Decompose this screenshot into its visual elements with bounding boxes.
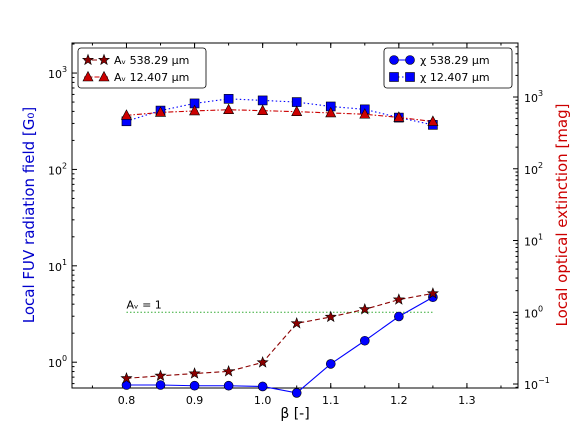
- data-point: [223, 380, 234, 391]
- legend-marker: [82, 70, 94, 82]
- data-point: [291, 97, 302, 107]
- right-tick-base: 10: [524, 164, 538, 177]
- x-axis-label: β [-]: [280, 406, 309, 422]
- left-tick-base: 10: [48, 68, 62, 81]
- data-point: [325, 359, 336, 369]
- right-tick-base: 10: [524, 307, 538, 320]
- data-point: [155, 106, 167, 117]
- data-point: [427, 115, 439, 126]
- x-tick-label: 0.9: [186, 394, 204, 407]
- legend-marker: [97, 53, 111, 66]
- plot-frame: [71, 42, 519, 389]
- data-point: [154, 369, 167, 381]
- right-tick-exp: 2: [538, 161, 543, 170]
- right-tick-exp: 3: [538, 89, 543, 98]
- legend-marker: [405, 72, 415, 82]
- series-line: [126, 109, 433, 123]
- data-point: [223, 103, 235, 115]
- legend-label: χ 538.29 μm: [420, 54, 490, 67]
- right-tick-label: 10 0: [524, 304, 543, 320]
- x-tick-label: 1.2: [390, 394, 408, 407]
- legend-label: Aᵥ 12.407 μm: [114, 71, 189, 84]
- data-point: [290, 317, 303, 329]
- data-point: [189, 380, 200, 391]
- data-point: [358, 302, 371, 315]
- data-point: [359, 108, 371, 119]
- data-point: [426, 287, 439, 299]
- series-3: [120, 103, 439, 126]
- data-point: [359, 335, 370, 346]
- data-point: [155, 380, 166, 390]
- data-point: [324, 310, 337, 323]
- legend-marker: [98, 70, 110, 82]
- left-tick-exp: 2: [62, 161, 67, 170]
- data-point: [120, 109, 132, 120]
- data-point: [392, 293, 405, 305]
- right-tick-exp: −1: [538, 376, 550, 385]
- right-tick-base: 10: [524, 92, 538, 105]
- right-axis-label: Local optical extinction [mag]: [553, 104, 571, 327]
- tick-layer: 0.8 0.9 1.0 1.1 1.2 1.310 010 110 210 310 −110 010 1…: [48, 43, 550, 407]
- series-0: [121, 292, 438, 398]
- data-point: [257, 95, 268, 106]
- legend-label: χ 12.407 μm: [420, 71, 490, 84]
- left-tick-exp: 3: [62, 65, 67, 74]
- left-tick-label: 10 3: [48, 65, 67, 81]
- legend-box: [77, 47, 207, 89]
- legend-layer: Aᵥ 538.29 μm Aᵥ 12.407 μm χ 538.29 μm χ 12.…: [77, 47, 513, 89]
- left-tick-base: 10: [48, 261, 62, 274]
- x-tick-label: 1.3: [458, 394, 476, 407]
- right-tick-label: 10 −1: [524, 376, 550, 392]
- data-point: [256, 356, 269, 368]
- left-tick-label: 10 2: [48, 161, 67, 177]
- annotation-layer: Aᵥ = 1: [126, 298, 433, 313]
- legend-marker: [389, 72, 399, 82]
- data-point: [189, 104, 201, 116]
- left-tick-base: 10: [48, 164, 62, 177]
- series-line: [126, 296, 434, 394]
- right-tick-label: 10 1: [524, 233, 543, 249]
- data-point: [223, 94, 234, 104]
- series-layer: [120, 94, 439, 398]
- series-line: [126, 98, 434, 126]
- data-point: [257, 104, 269, 115]
- legend-box: [383, 47, 513, 89]
- legend-label: Aᵥ 538.29 μm: [114, 54, 189, 67]
- left-axis-label: Local FUV radiation field [G₀]: [20, 107, 38, 324]
- legend-marker: [81, 53, 95, 66]
- right-tick-base: 10: [524, 379, 538, 392]
- x-tick-label: 1.1: [322, 394, 340, 407]
- data-point: [325, 106, 337, 118]
- legend-upper-left: Aᵥ 538.29 μm Aᵥ 12.407 μm: [77, 47, 207, 89]
- legend-upper-right: χ 538.29 μm χ 12.407 μm: [383, 47, 513, 89]
- left-tick-label: 10 1: [48, 258, 67, 274]
- data-point: [291, 388, 302, 398]
- x-tick-label: 1.0: [254, 394, 272, 407]
- data-point: [188, 367, 201, 379]
- series-line: [126, 292, 433, 379]
- series-2: [120, 287, 439, 384]
- left-tick-label: 10 0: [48, 354, 67, 370]
- data-point: [393, 111, 405, 122]
- data-point: [120, 371, 133, 384]
- av-equals-one-label: Aᵥ = 1: [126, 298, 161, 311]
- right-tick-exp: 1: [538, 233, 543, 242]
- data-point: [291, 105, 303, 116]
- legend-marker: [405, 55, 415, 65]
- data-point: [222, 365, 235, 377]
- right-tick-exp: 0: [538, 304, 543, 313]
- data-point: [257, 381, 268, 392]
- data-point: [394, 311, 404, 322]
- left-tick-exp: 0: [62, 354, 67, 363]
- legend-marker: [389, 55, 399, 65]
- right-tick-label: 10 3: [524, 89, 543, 105]
- right-tick-base: 10: [524, 236, 538, 249]
- x-tick-label: 0.8: [118, 394, 136, 407]
- right-tick-label: 10 2: [524, 161, 543, 177]
- left-tick-exp: 1: [62, 258, 67, 267]
- left-tick-base: 10: [48, 357, 62, 370]
